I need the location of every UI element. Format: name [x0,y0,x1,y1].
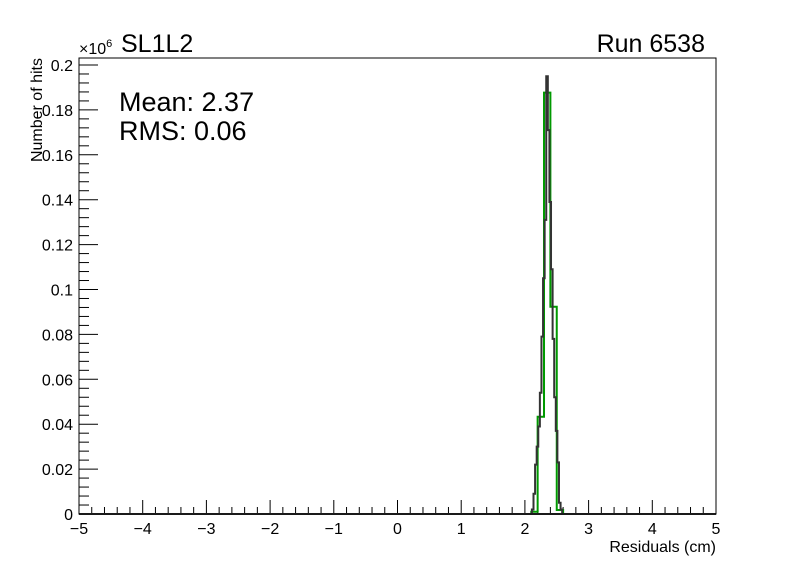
histogram-bin [549,202,551,514]
y-tick-label: 0.16 [42,148,73,165]
y-axis-label: Number of hits [29,58,46,162]
histogram-bin [535,465,537,514]
x-tick-label: −1 [325,521,343,538]
y-tick-label: 0.2 [51,58,73,75]
plot-frame [78,57,717,515]
histogram-bin [553,339,555,514]
histogram-bin [537,447,539,514]
x-tick-label: −5 [70,521,88,538]
y-tick-label: 0.12 [42,238,73,255]
chart-title: SL1L2 [121,30,193,58]
histogram-bin [554,397,556,514]
histogram-bin [541,337,543,514]
histogram-bin [538,426,540,514]
histogram-bin [540,393,542,514]
y-multiplier: ×106 [79,38,112,58]
y-tick-label: 0.02 [42,462,73,479]
stats-rms: RMS: 0.06 [119,116,247,146]
run-label: Run 6538 [597,30,705,58]
histogram-bin [559,503,561,514]
y-tick-label: 0.14 [42,193,73,210]
y-tick-label: 0.06 [42,372,73,389]
x-tick-label: −4 [134,521,152,538]
histogram-bin [543,278,545,514]
y-tick-label: 0.08 [42,327,73,344]
x-tick-label: −2 [261,521,279,538]
histogram-fine-binned [530,75,564,514]
x-tick-label: 5 [712,521,721,538]
histogram-bin [533,494,535,514]
stats-mean: Mean: 2.37 [119,87,254,117]
x-axis-label: Residuals (cm) [609,539,716,556]
histogram-bin [551,269,553,514]
histogram-bin [557,462,559,514]
histogram-bin [556,431,558,514]
histogram-bin [548,130,550,514]
y-tick-label: 0.04 [42,417,73,434]
x-tick-label: 0 [393,521,402,538]
y-tick-label: 0.18 [42,103,73,120]
y-tick-label: 0 [64,507,73,524]
x-tick-label: 4 [648,521,657,538]
x-tick-label: −3 [197,521,215,538]
histogram-bin [545,220,547,514]
x-tick-label: 1 [457,521,466,538]
histogram-bin [546,76,548,514]
y-tick-label: 0.1 [51,283,73,300]
x-tick-label: 3 [584,521,593,538]
x-tick-label: 2 [520,521,529,538]
